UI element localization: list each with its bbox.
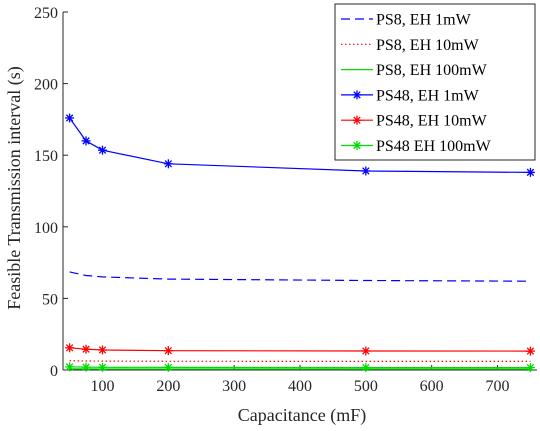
legend-label: PS48, EH 10mW xyxy=(376,113,488,130)
y-axis-label: Feasible Transmission interval (s) xyxy=(4,66,25,310)
series-4 xyxy=(65,113,535,177)
x-tick-label: 100 xyxy=(91,378,115,395)
data-point xyxy=(65,343,75,353)
series-line xyxy=(69,360,531,362)
legend-entry: PS8, EH 1mW xyxy=(341,12,472,29)
data-point xyxy=(163,362,173,372)
series-5 xyxy=(65,343,535,356)
legend-entry: PS48 EH 100mW xyxy=(341,138,492,155)
data-point xyxy=(98,345,107,355)
data-point xyxy=(361,346,371,356)
y-axis-ticks: 0 50 100 150 200 250 xyxy=(34,5,68,380)
y-tick-label: 50 xyxy=(42,291,58,308)
data-point xyxy=(81,362,91,372)
data-point xyxy=(81,344,91,354)
legend-entry: PS48, EH 10mW xyxy=(341,113,488,130)
data-point xyxy=(163,159,173,169)
data-point xyxy=(65,113,75,123)
x-tick-label: 200 xyxy=(156,378,180,395)
data-point xyxy=(98,145,107,155)
legend-entry: PS8, EH 100mW xyxy=(341,62,488,79)
data-point xyxy=(525,346,535,356)
x-axis-label: Capacitance (mF) xyxy=(238,405,366,426)
legend-label: PS8, EH 1mW xyxy=(376,12,472,29)
data-point xyxy=(525,363,535,373)
legend-entry: PS48, EH 1mW xyxy=(341,87,480,104)
data-point xyxy=(81,136,91,146)
data-point xyxy=(361,166,371,176)
series-layer xyxy=(65,113,535,373)
x-tick-label: 300 xyxy=(222,378,246,395)
series-2 xyxy=(69,360,531,362)
series-line xyxy=(69,117,531,173)
x-axis-ticks: 100 200 300 400 500 600 700 xyxy=(91,365,510,395)
legend-label: PS48, EH 1mW xyxy=(376,87,480,104)
series-line xyxy=(69,347,531,352)
data-point xyxy=(65,362,75,372)
legend: PS8, EH 1mW PS8, EH 10mW PS8, EH 100mW PS48… xyxy=(334,3,536,161)
series-1 xyxy=(69,271,531,282)
data-point xyxy=(525,167,535,177)
legend-marker xyxy=(352,141,362,150)
data-point xyxy=(361,363,371,373)
legend-box xyxy=(334,3,536,161)
y-tick-label: 200 xyxy=(34,77,58,94)
data-point xyxy=(163,346,173,356)
y-tick-label: 250 xyxy=(34,5,58,22)
x-tick-label: 400 xyxy=(288,378,312,395)
x-tick-label: 600 xyxy=(420,378,444,395)
data-point xyxy=(98,362,107,372)
series-6 xyxy=(65,362,535,373)
legend-marker xyxy=(352,115,362,125)
y-tick-label: 150 xyxy=(34,148,58,165)
series-line xyxy=(69,271,531,282)
x-tick-label: 700 xyxy=(486,378,510,395)
y-tick-label: 100 xyxy=(34,220,58,237)
legend-marker xyxy=(352,90,362,100)
y-tick-label: 0 xyxy=(50,363,58,380)
legend-label: PS8, EH 100mW xyxy=(376,62,488,79)
legend-label: PS8, EH 10mW xyxy=(376,37,480,54)
legend-label: PS48 EH 100mW xyxy=(376,138,492,155)
x-tick-label: 500 xyxy=(354,378,378,395)
legend-entry: PS8, EH 10mW xyxy=(341,37,480,54)
